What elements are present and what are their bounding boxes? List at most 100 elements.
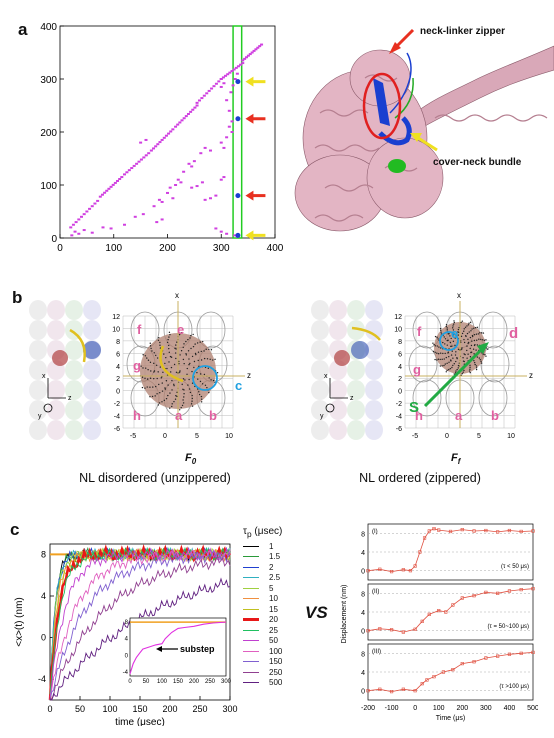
- density-dot: [165, 380, 168, 382]
- density-dot: [151, 350, 153, 352]
- panel-a-data-point: [182, 170, 186, 173]
- panel-a-data-point: [233, 78, 237, 80]
- lattice-bead: [65, 360, 83, 380]
- density-dot: [182, 346, 184, 349]
- density-dot: [470, 330, 472, 332]
- site-circle: [480, 345, 510, 383]
- panel-a-data-point: [192, 160, 196, 163]
- density-dot: [180, 349, 183, 352]
- panel-a-data-point: [100, 193, 104, 196]
- tau-legend-item: 250: [243, 667, 303, 678]
- lattice-bead: [83, 320, 101, 340]
- panel-a-data-point: [187, 162, 191, 165]
- panel-c-x-tick-label: 100: [102, 704, 117, 714]
- tau-legend-item: 1.5: [243, 552, 303, 563]
- density-dot: [442, 341, 444, 344]
- panel-a-data-point: [233, 234, 237, 237]
- density-dot: [433, 343, 435, 346]
- tau-legend-swatch: [243, 650, 259, 652]
- lattice-bead: [47, 400, 65, 420]
- displacement-subpanel-note: (τ = 50~100 μs): [487, 624, 529, 630]
- density-dot: [161, 376, 163, 378]
- density-dot: [463, 328, 465, 330]
- panel-a-highlight-band: [232, 25, 243, 239]
- step-vector-arrowhead: [477, 342, 489, 354]
- density-dot: [204, 384, 207, 386]
- panel-a-data-point: [241, 59, 245, 62]
- density-dot: [484, 353, 486, 356]
- tau-legend-item: 5: [243, 583, 303, 594]
- density-dot: [449, 335, 451, 337]
- density-dot: [188, 363, 190, 366]
- density-dot: [468, 370, 471, 372]
- displacement-data-point: [437, 609, 441, 613]
- panel-a-data-point: [142, 156, 146, 159]
- panel-a-data-point: [130, 167, 134, 170]
- density-dot: [480, 362, 483, 364]
- lattice-bead: [83, 380, 101, 400]
- density-dot: [434, 358, 436, 361]
- density-dot: [441, 365, 443, 367]
- grid-y-tick-label: 6: [398, 351, 402, 358]
- density-dot: [184, 379, 186, 381]
- displacement-y-tick-label: 0: [361, 569, 365, 576]
- density-dot: [147, 368, 149, 371]
- lattice-bead: [83, 420, 101, 440]
- panel-c-x-tick-label: 250: [192, 704, 207, 714]
- tau-legend-label: 15: [269, 604, 278, 614]
- panel-a-data-point: [246, 54, 250, 57]
- density-dot: [188, 358, 190, 360]
- panel-a-data-point: [202, 94, 206, 97]
- panel-a-data-point: [217, 80, 221, 83]
- density-dot: [443, 364, 445, 367]
- density-dot: [214, 358, 216, 361]
- tau-legend-item: 50: [243, 636, 303, 647]
- density-dot: [149, 377, 152, 380]
- density-dot: [208, 377, 210, 379]
- lattice-bead: [329, 320, 347, 340]
- density-dot: [181, 383, 183, 386]
- density-dot: [437, 353, 440, 355]
- displacement-y-tick-label: 8: [361, 651, 365, 658]
- density-dot: [176, 391, 178, 394]
- density-dot: [186, 367, 188, 370]
- density-dot: [155, 354, 157, 357]
- density-dot: [451, 350, 453, 352]
- panel-a-data-point: [109, 227, 113, 230]
- lattice-bead: [311, 380, 329, 400]
- panel-a-x-tick-label: 0: [57, 243, 63, 254]
- tau-legend-item: 10: [243, 594, 303, 605]
- inset-x-tick-label: 150: [173, 679, 184, 685]
- inset-y-tick-label: -4: [123, 670, 129, 676]
- panel-a-data-point: [189, 110, 193, 113]
- series-line-tau-15: [49, 547, 231, 701]
- displacement-y-tick-label: 4: [361, 670, 365, 677]
- density-dot: [442, 352, 444, 355]
- panel-a-x-tick-label: 400: [267, 243, 284, 254]
- density-dot: [167, 384, 169, 386]
- tau-legend-item: 2: [243, 562, 303, 573]
- displacement-x-tick-label: 200: [456, 705, 468, 712]
- displacement-trace: [367, 588, 534, 633]
- panel-a-data-point: [193, 106, 197, 109]
- density-dot: [199, 373, 202, 375]
- density-dot: [456, 368, 458, 371]
- panel-c-x-tick-label: 150: [132, 704, 147, 714]
- small-axis-x-label: x: [42, 373, 46, 380]
- density-dot: [145, 367, 147, 369]
- lattice-bead: [29, 400, 47, 420]
- series-line-tau-100: [49, 549, 231, 701]
- panel-a-data-point: [158, 141, 162, 144]
- neck-linker-strand-blue: [373, 78, 390, 126]
- density-dot: [455, 351, 457, 353]
- panel-a-data-point: [98, 195, 102, 198]
- density-dot: [196, 371, 198, 374]
- lattice-bead: [29, 360, 47, 380]
- panel-c-x-tick-label: 200: [162, 704, 177, 714]
- panel-a-data-point: [90, 205, 94, 208]
- small-axis-x-label: x: [324, 373, 328, 380]
- molecule-blue: [83, 341, 101, 359]
- panel-a-data-point: [245, 56, 249, 59]
- vs-label: VS: [305, 603, 328, 622]
- density-dot: [481, 339, 484, 341]
